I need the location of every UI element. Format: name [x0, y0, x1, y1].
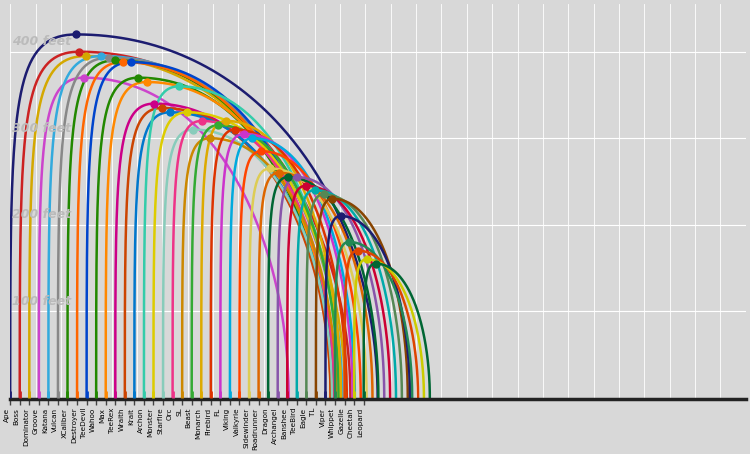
- Text: 300 feet: 300 feet: [12, 122, 70, 135]
- Text: 400 feet: 400 feet: [12, 35, 70, 48]
- Text: 100 feet: 100 feet: [12, 295, 70, 308]
- Text: 200 feet: 200 feet: [12, 208, 70, 221]
